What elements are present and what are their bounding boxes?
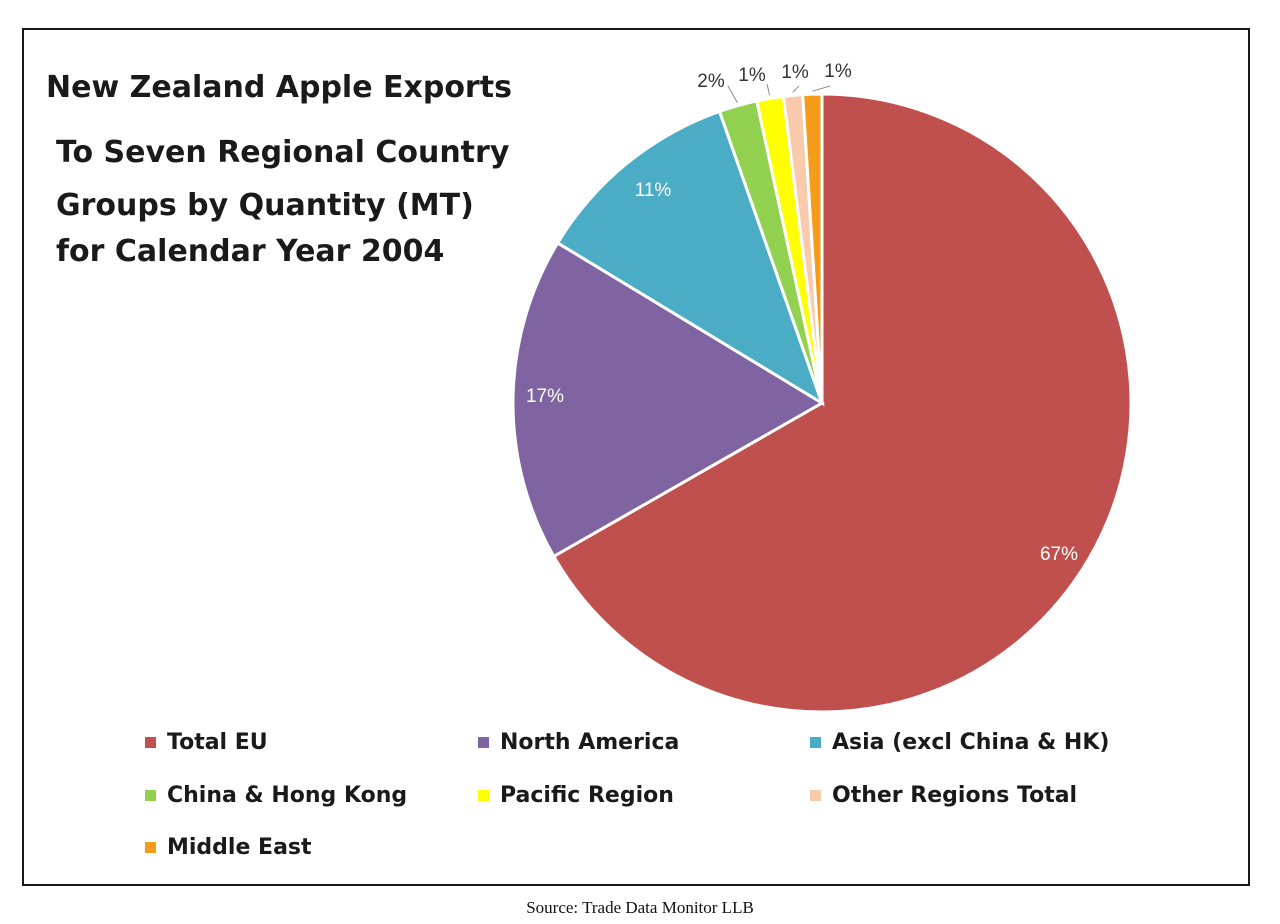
legend-item-other-regions-total: Other Regions Total — [810, 783, 1077, 808]
legend-label: Other Regions Total — [832, 783, 1078, 808]
pie-slice-total-eu — [551, 92, 1133, 714]
chart-title: New Zealand Apple Exports — [46, 70, 512, 105]
pie-slice-asia-excl-china-hk — [555, 109, 825, 407]
legend-label: China & Hong Kong — [167, 783, 408, 808]
data-label-middle-east: 1% — [824, 61, 852, 82]
legend-item-asia-excl-china-hk: Asia (excl China & HK) — [810, 730, 1109, 755]
legend-item-north-america: North America — [478, 730, 679, 755]
legend-swatch — [478, 737, 489, 748]
legend-label: Total EU — [167, 730, 268, 755]
legend-swatch — [145, 790, 156, 801]
legend-swatch — [810, 790, 821, 801]
legend-label: Pacific Region — [500, 783, 674, 808]
legend-label: Asia (excl China & HK) — [832, 730, 1110, 755]
legend-swatch — [145, 737, 156, 748]
data-label-asia-excl-china-hk: 11% — [635, 180, 672, 201]
source-note: Source: Trade Data Monitor LLB — [526, 898, 754, 917]
chart-subtitle-line-3: for Calendar Year 2004 — [56, 234, 445, 269]
legend-label: North America — [500, 730, 680, 755]
legend-item-china-hong-kong: China & Hong Kong — [145, 783, 407, 808]
data-label-total-eu: 67% — [1040, 544, 1078, 565]
leader-line-other-regions-total — [792, 85, 800, 93]
legend-swatch — [478, 790, 489, 801]
legend-item-total-eu: Total EU — [145, 730, 268, 755]
chart-subtitle-line-2: Groups by Quantity (MT) — [56, 188, 474, 223]
data-label-north-america: 17% — [526, 386, 564, 407]
chart-subtitle-line-1: To Seven Regional Country — [56, 135, 510, 170]
leader-line-china-hong-kong — [727, 85, 738, 103]
legend-label: Middle East — [167, 835, 312, 860]
legend-swatch — [145, 842, 156, 853]
legend-item-pacific-region: Pacific Region — [478, 783, 674, 808]
leader-line-middle-east — [812, 85, 831, 92]
pie-slice-north-america — [511, 240, 825, 559]
data-label-other-regions-total: 1% — [781, 62, 809, 83]
pie-slice-middle-east — [801, 92, 824, 404]
data-label-china-hong-kong: 2% — [697, 71, 725, 92]
data-label-pacific-region: 1% — [738, 65, 766, 86]
legend-item-middle-east: Middle East — [145, 835, 312, 860]
leader-line-pacific-region — [766, 83, 771, 96]
legend-swatch — [810, 737, 821, 748]
